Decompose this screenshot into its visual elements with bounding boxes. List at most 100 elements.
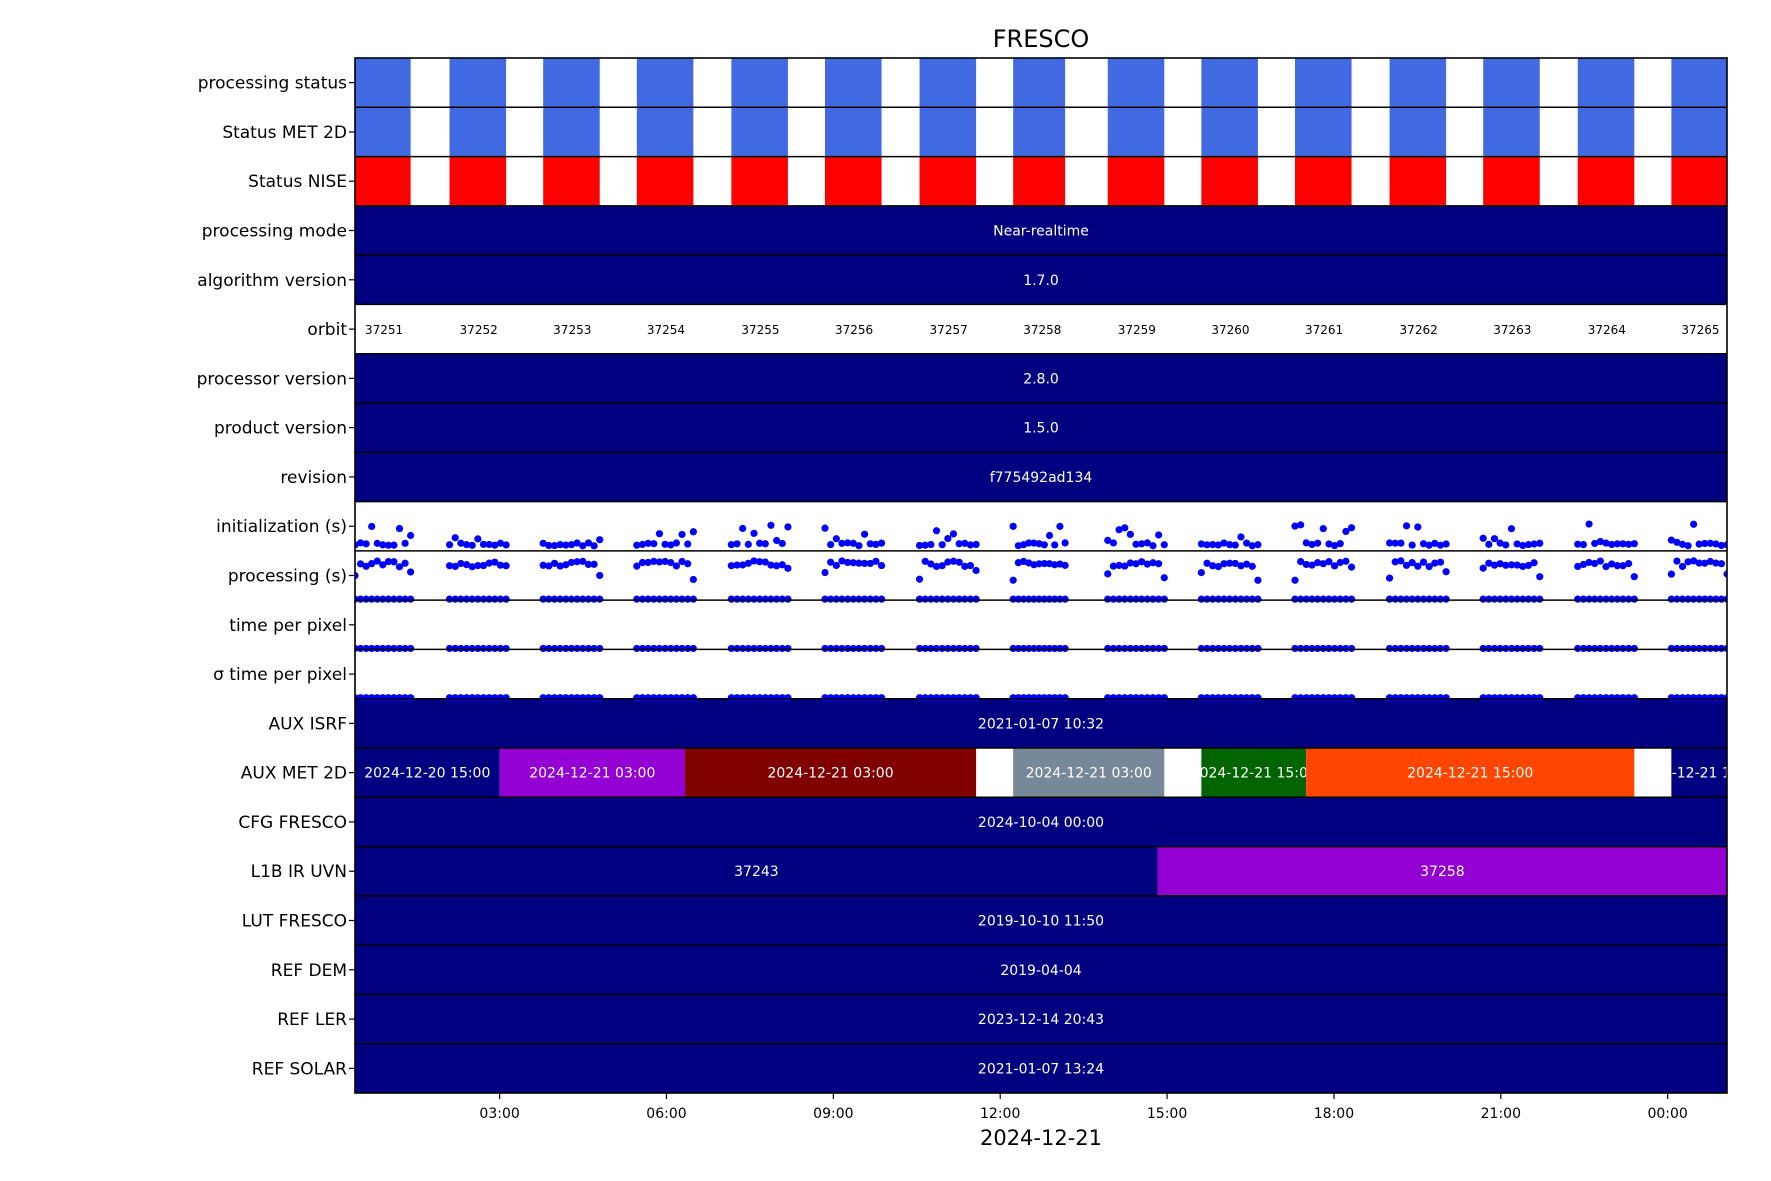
- processing-s--point: [1203, 595, 1211, 603]
- initialization-s--point: [821, 524, 829, 532]
- time-per-pixel-point: [462, 644, 471, 653]
- time-per-pixel-point: [1397, 644, 1405, 653]
- processing-s--point: [961, 562, 969, 570]
- -time-per-pixel-point: [1203, 694, 1211, 702]
- processing-s--point: [1695, 559, 1703, 567]
- processing-s--point: [1330, 562, 1339, 570]
- time-per-pixel-point: [1325, 644, 1333, 653]
- ref-dem-bar: [355, 945, 1727, 995]
- time-per-pixel-point: [927, 644, 935, 653]
- time-per-pixel-point: [407, 644, 415, 653]
- processing-s--point: [1574, 595, 1582, 603]
- initialization-s--point: [491, 541, 499, 549]
- processing-s--point: [1336, 595, 1344, 603]
- processing-s--point: [445, 562, 454, 570]
- -time-per-pixel-point: [1347, 694, 1356, 702]
- processing-s--point: [1160, 595, 1168, 603]
- time-per-pixel-point: [451, 644, 459, 653]
- time-per-pixel-point: [1608, 644, 1616, 653]
- processor-version-label: 2.8.0: [1023, 371, 1059, 387]
- -time-per-pixel-point: [1336, 694, 1344, 702]
- processing-s--point: [584, 595, 593, 603]
- aux-met-2d-segment: [1306, 748, 1635, 798]
- processing-s--point: [1197, 569, 1205, 577]
- initialization-s--point: [390, 541, 398, 549]
- processing-s--point: [921, 595, 929, 603]
- processing-s--point: [767, 561, 775, 569]
- ref-ler-label: 2023-12-14 20:43: [978, 1012, 1104, 1028]
- initialization-s--point: [579, 542, 587, 550]
- processing-s--point: [678, 557, 686, 566]
- processing-s--point: [1121, 595, 1129, 603]
- orbit-number-label: 37258: [1023, 323, 1061, 337]
- time-per-pixel-point: [1030, 644, 1038, 653]
- time-per-pixel-point: [1109, 644, 1118, 653]
- initialization-s--point: [1109, 539, 1118, 547]
- processing-s--point: [1678, 562, 1687, 571]
- -time-per-pixel-point: [1442, 694, 1450, 702]
- time-per-pixel-point: [596, 644, 604, 653]
- status-block-processing-status: [1671, 58, 1727, 108]
- time-per-pixel-point: [474, 644, 482, 653]
- initialization-s--point: [567, 541, 576, 549]
- lut-fresco-bar: [355, 895, 1727, 946]
- time-per-pixel-point: [573, 644, 581, 653]
- time-per-pixel-point: [1045, 644, 1054, 653]
- -time-per-pixel-point: [756, 694, 764, 702]
- initialization-s--point: [1203, 541, 1211, 549]
- initialization-s--point: [468, 541, 476, 549]
- -time-per-pixel-point: [1132, 694, 1140, 702]
- -time-per-pixel-point: [1723, 694, 1727, 702]
- aux-met-2d-segment-label: 2024-12-21 03:00: [529, 766, 655, 782]
- aux-isrf-bar: [355, 698, 1727, 748]
- initialization-s--point: [545, 541, 553, 550]
- processing-s--point: [1712, 559, 1720, 567]
- initialization-s--point: [1695, 540, 1703, 548]
- processing-s--point: [401, 559, 409, 567]
- -time-per-pixel-point: [1104, 694, 1112, 702]
- initialization-s--point: [379, 541, 387, 549]
- time-per-pixel-point: [938, 644, 946, 653]
- initialization-s--point: [1051, 541, 1059, 549]
- initialization-s--point: [1342, 527, 1350, 536]
- processing-s--point: [1695, 595, 1703, 603]
- l1b-ir-uvn-segment-label: 37258: [1420, 864, 1465, 880]
- time-per-pixel-point: [655, 644, 664, 653]
- status-block-processing-status: [1483, 58, 1540, 108]
- initialization-s--point: [1613, 540, 1621, 548]
- initialization-s--point: [1602, 539, 1610, 547]
- initialization-s--point: [667, 541, 675, 549]
- processing-mode-bar: [355, 205, 1727, 256]
- -time-per-pixel-point: [362, 694, 370, 702]
- processing-mode-label: Near-realtime: [993, 224, 1089, 240]
- initialization-s--point: [927, 540, 935, 549]
- time-per-pixel-point: [362, 644, 370, 653]
- initialization-s--point: [1414, 523, 1422, 531]
- initialization-s--point: [1302, 539, 1310, 547]
- -time-per-pixel-point: [384, 694, 392, 702]
- processing-s--point: [932, 595, 941, 603]
- processing-s--point: [1402, 595, 1411, 603]
- processing-s--point: [407, 568, 415, 576]
- processing-s--point: [1155, 595, 1163, 603]
- processing-s--point: [1524, 595, 1533, 603]
- processing-s--point: [1596, 595, 1604, 603]
- initialization-s--point: [368, 522, 376, 531]
- processing-s--point: [1502, 595, 1510, 603]
- processing-s--point: [1226, 595, 1234, 603]
- processing-s--point: [468, 595, 476, 603]
- initialization-s--point: [1717, 541, 1726, 550]
- processing-s--point: [1314, 559, 1322, 567]
- l1b-ir-uvn-segment: [1157, 846, 1727, 896]
- processing-s--point: [972, 566, 980, 575]
- time-per-pixel-point: [1254, 644, 1262, 653]
- processing-s--point: [849, 559, 857, 567]
- time-per-pixel-point: [1291, 644, 1299, 653]
- processing-s--point: [1220, 595, 1228, 603]
- processing-s--point: [866, 595, 874, 603]
- processing-s--point: [1585, 595, 1593, 603]
- initialization-s--point: [1104, 536, 1112, 544]
- status-block-status-met-2d: [919, 107, 977, 157]
- chart-title: FRESCO: [993, 25, 1090, 53]
- processing-s--point: [1040, 595, 1048, 603]
